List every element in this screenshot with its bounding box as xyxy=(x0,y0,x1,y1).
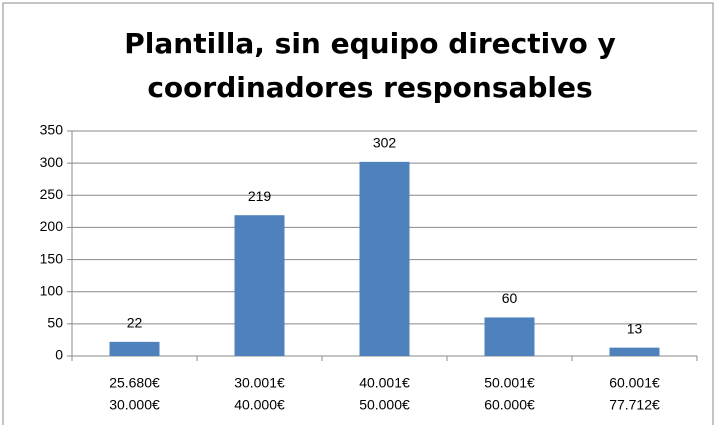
x-tick-label: 30.000€ xyxy=(109,397,160,413)
chart-title: Plantilla, sin equipo directivo y coordi… xyxy=(124,27,616,104)
y-tick-label: 150 xyxy=(40,250,64,266)
x-tick-label: 40.000€ xyxy=(234,397,285,413)
bar xyxy=(484,317,535,356)
bar xyxy=(109,341,160,356)
data-label: 60 xyxy=(502,290,518,306)
data-label: 219 xyxy=(248,188,272,204)
y-tick-label: 0 xyxy=(55,347,63,363)
bar xyxy=(234,215,285,356)
data-label: 13 xyxy=(627,320,643,336)
y-tick-label: 50 xyxy=(47,315,63,331)
data-label: 302 xyxy=(373,135,397,151)
y-tick-label: 250 xyxy=(40,186,64,202)
y-tick-label: 350 xyxy=(40,122,64,138)
x-tick-label: 60.001€ xyxy=(609,375,660,391)
bar xyxy=(609,347,660,356)
x-tick-label: 50.000€ xyxy=(359,397,410,413)
x-tick-label: 50.001€ xyxy=(484,375,535,391)
x-tick-label: 40.001€ xyxy=(359,375,410,391)
y-tick-label: 300 xyxy=(40,154,64,170)
data-label: 22 xyxy=(127,315,143,331)
y-tick-label: 200 xyxy=(40,218,64,234)
bar xyxy=(359,161,410,356)
x-tick-label: 60.000€ xyxy=(484,397,535,413)
x-tick-label: 77.712€ xyxy=(609,397,660,413)
x-tick-label: 30.001€ xyxy=(234,375,285,391)
x-tick-label: 25.680€ xyxy=(109,375,160,391)
y-tick-label: 100 xyxy=(40,282,64,298)
